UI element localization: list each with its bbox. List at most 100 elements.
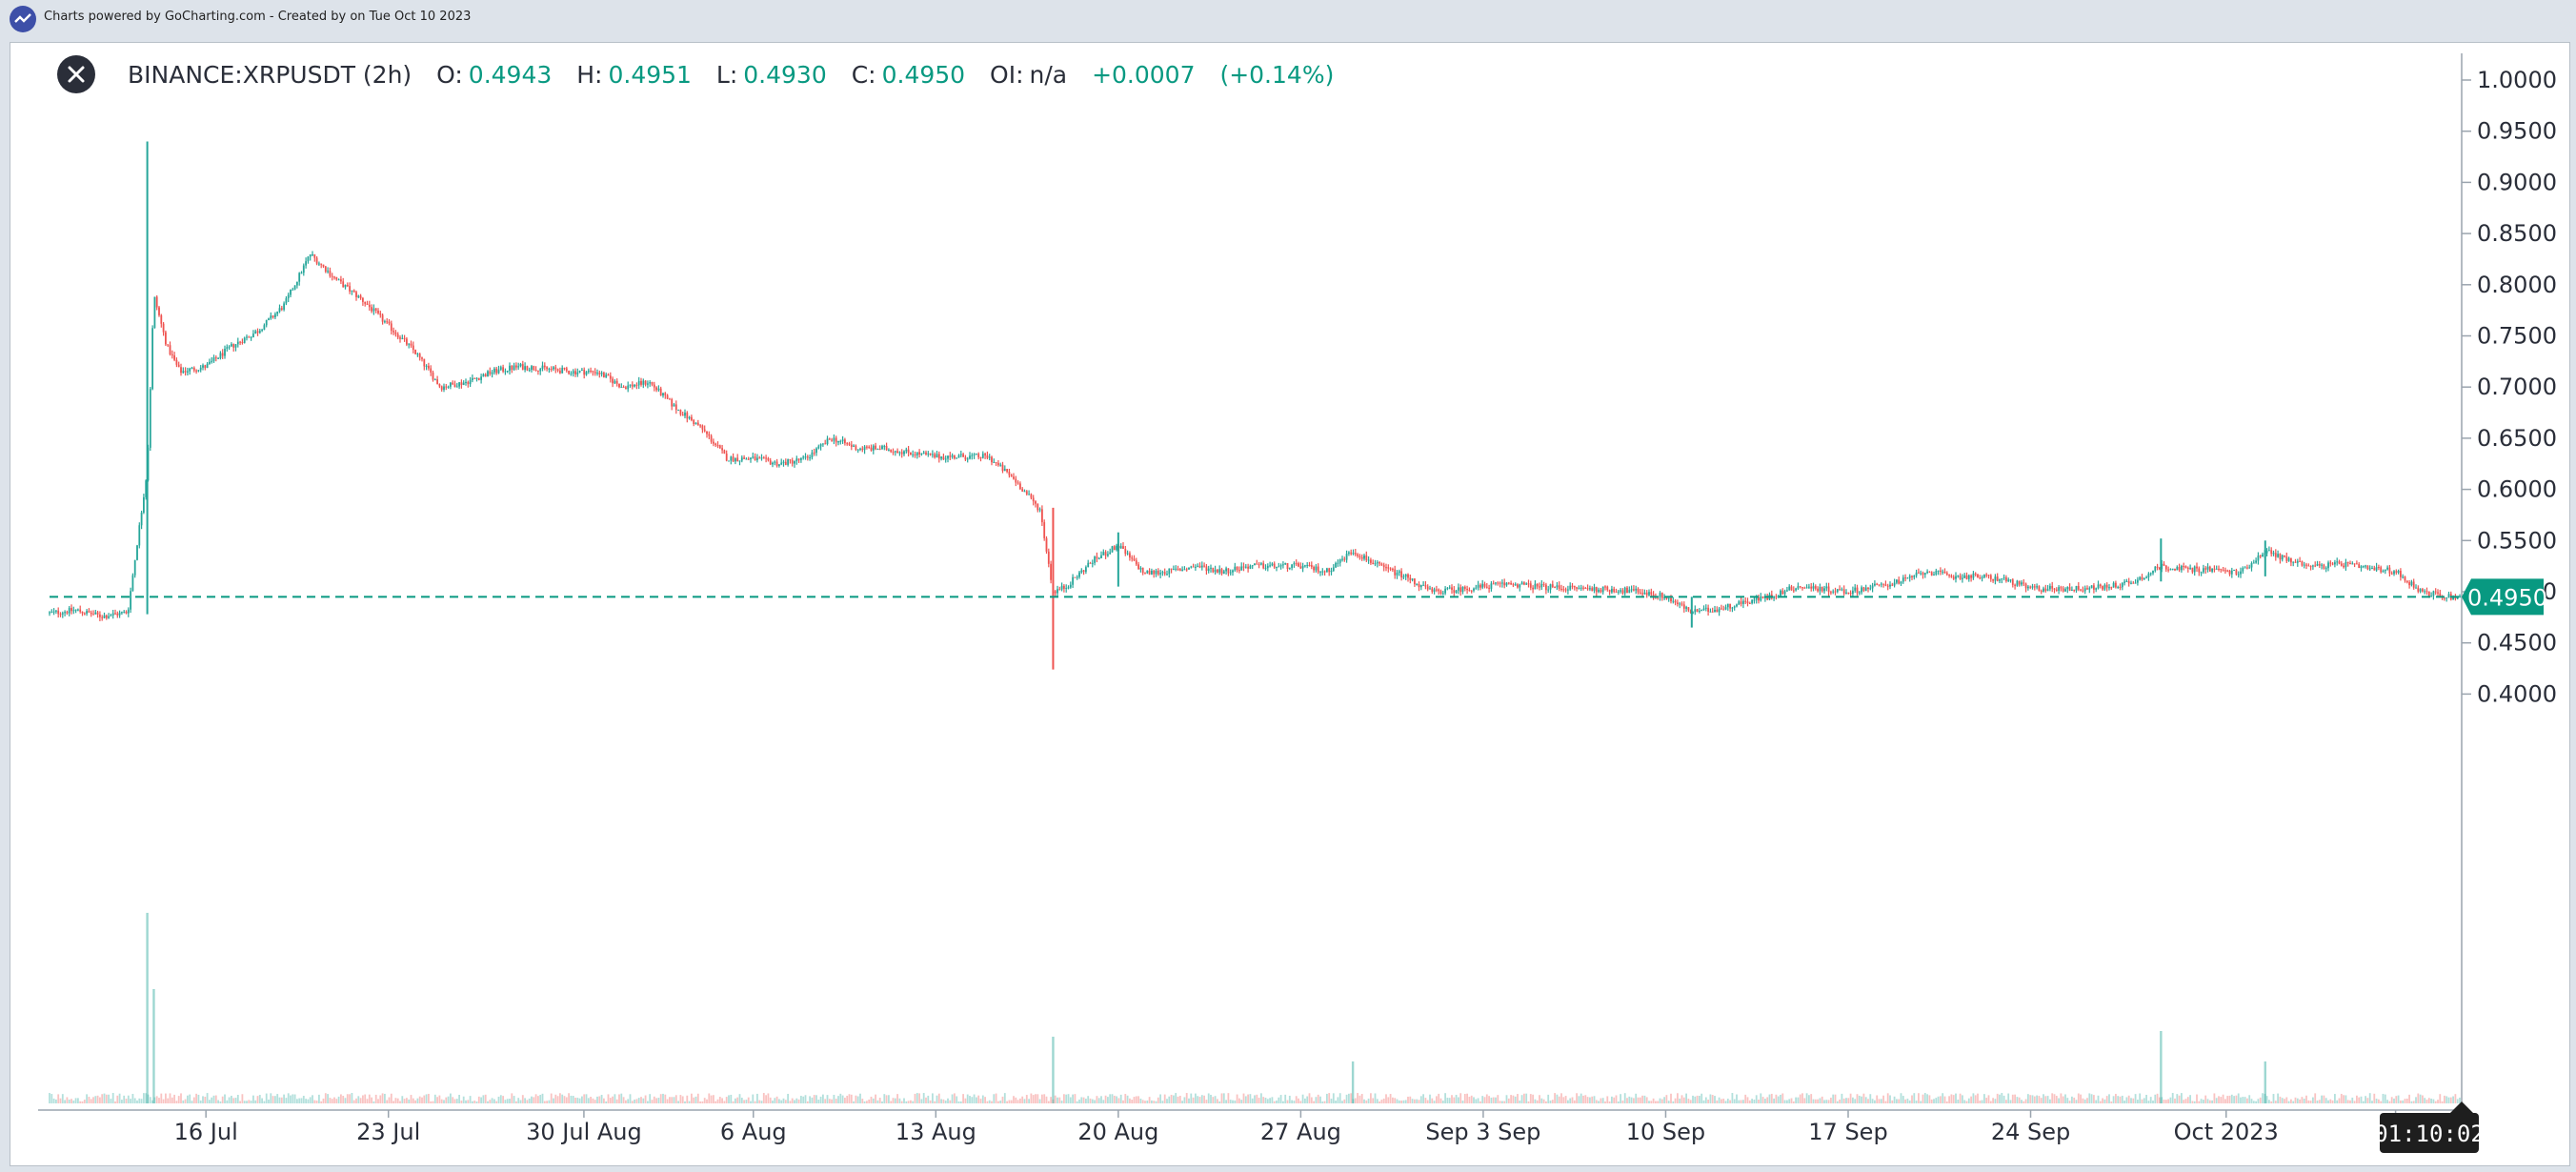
header-bar: Charts powered by GoCharting.com - Creat… (0, 0, 2576, 38)
volume-bar (118, 1093, 121, 1103)
volume-bar (414, 1100, 416, 1103)
volume-bar (390, 1093, 392, 1103)
candle-body (2204, 568, 2207, 570)
volume-bar (458, 1094, 460, 1103)
candle-body (2312, 565, 2314, 567)
candle-body (145, 480, 148, 497)
volume-bar (2366, 1098, 2369, 1103)
volume-bar (971, 1097, 974, 1103)
volume-bar (2309, 1101, 2312, 1103)
candle-body (1078, 572, 1080, 577)
candle-body (784, 461, 787, 465)
candle-body (1836, 589, 1839, 593)
volume-bar (1972, 1093, 1975, 1103)
volume-bar (1696, 1095, 1699, 1103)
volume-bar (1028, 1099, 1030, 1103)
volume-bar (1731, 1093, 1734, 1103)
volume-bar (1010, 1100, 1013, 1103)
candle-body (2060, 587, 2063, 589)
volume-bar (1232, 1100, 1234, 1103)
candle-body (105, 615, 108, 618)
candle-body (1896, 579, 1898, 583)
candle-body (130, 591, 131, 610)
candle-body (94, 612, 97, 615)
volume-bar (730, 1094, 733, 1103)
candle-body (916, 452, 918, 455)
candle-body (2011, 579, 2014, 585)
volume-bar (66, 1097, 69, 1103)
volume-bar (1288, 1095, 1291, 1103)
volume-bar (2312, 1097, 2314, 1103)
volume-bar (1525, 1093, 1528, 1103)
candle-body (1817, 588, 1819, 592)
candle-body (521, 364, 524, 371)
candle-body (944, 458, 947, 460)
volume-bar (775, 1096, 778, 1103)
volume-bar (662, 1093, 664, 1103)
candle-body (453, 384, 456, 388)
volume-bar (2441, 1101, 2444, 1103)
volume-bar (1505, 1095, 1508, 1103)
candle-body (517, 366, 520, 368)
volume-bar (1810, 1094, 1813, 1103)
volume-bar (1721, 1099, 1722, 1103)
candle-body (327, 271, 329, 273)
candle-body (1019, 483, 1021, 490)
candle-body (647, 383, 649, 385)
candle-body (750, 457, 752, 460)
volume-bar (714, 1101, 717, 1103)
volume-bar (1422, 1094, 1424, 1103)
candle-body (1207, 568, 1210, 572)
candle-body (1999, 579, 2001, 581)
candle-body (596, 373, 598, 374)
volume-bar (693, 1097, 695, 1103)
volume-bar (1601, 1098, 1604, 1103)
volume-bar (1659, 1098, 1661, 1103)
volume-bar (1578, 1096, 1580, 1103)
candle-body (1534, 583, 1537, 590)
candle-body (1288, 567, 1291, 569)
candle-body (465, 381, 467, 383)
candle-body (495, 368, 498, 374)
candle-body (819, 444, 822, 447)
volume-bar (738, 1094, 741, 1103)
volume-bar (2400, 1100, 2402, 1103)
volume-bar (1116, 1096, 1117, 1103)
volume-bar (1119, 1094, 1122, 1103)
candle-body (1834, 591, 1837, 593)
volume-bar (1135, 1096, 1137, 1103)
volume-bar (147, 1094, 150, 1103)
chart-line-icon[interactable] (10, 6, 36, 32)
candle-body (855, 445, 857, 450)
candle-body (625, 387, 627, 390)
candle-body (421, 357, 423, 359)
candle-body (1525, 583, 1528, 585)
volume-bar (1564, 1096, 1567, 1103)
candle-body (1819, 587, 1821, 592)
volume-bar (962, 1094, 964, 1103)
candle-body (1900, 581, 1902, 584)
candle-body (228, 346, 231, 348)
close-icon[interactable] (57, 55, 95, 93)
volume-bar (61, 1094, 64, 1103)
volume-bar (1021, 1096, 1024, 1103)
candle-body (962, 454, 964, 457)
candle-body (99, 614, 101, 617)
chart-panel[interactable] (10, 42, 2570, 1166)
candle-body (1244, 566, 1247, 568)
volume-bar (876, 1100, 879, 1103)
volume-bar (300, 1098, 303, 1103)
candle-body (1036, 503, 1039, 511)
volume-bar (2430, 1099, 2432, 1103)
candle-body (1650, 592, 1653, 595)
candle-body (155, 296, 158, 308)
volume-bar (1685, 1093, 1687, 1103)
volume-bar (180, 1093, 182, 1103)
volume-bar (221, 1096, 224, 1103)
candle-body (455, 386, 458, 388)
candle-body (2415, 587, 2417, 589)
volume-bar (511, 1093, 513, 1103)
candle-body (1269, 565, 1271, 567)
candle-body (868, 446, 871, 448)
